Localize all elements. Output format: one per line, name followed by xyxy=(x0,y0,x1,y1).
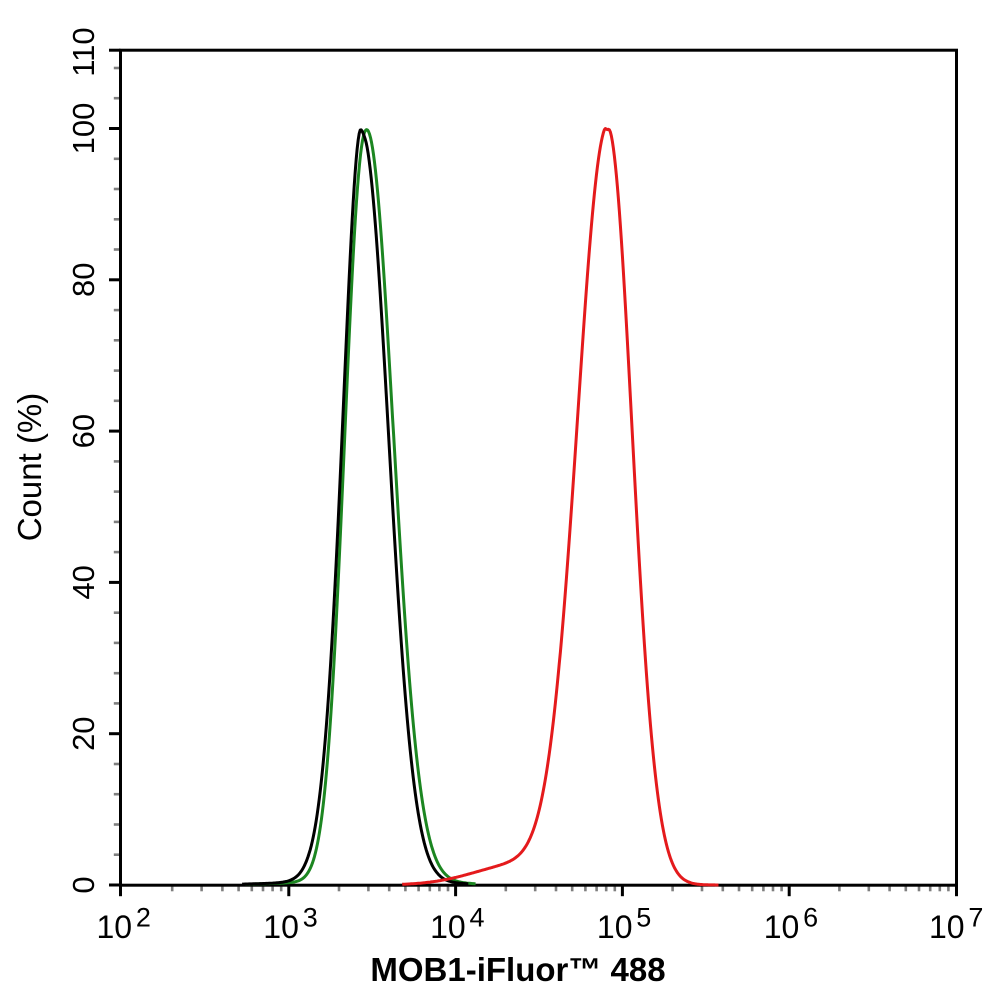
svg-text:10: 10 xyxy=(430,909,466,945)
svg-text:MOB1-iFluor™ 488: MOB1-iFluor™ 488 xyxy=(370,951,665,988)
svg-text:6: 6 xyxy=(803,902,818,932)
svg-text:20: 20 xyxy=(66,716,101,750)
svg-text:4: 4 xyxy=(470,902,485,932)
svg-text:10: 10 xyxy=(764,909,800,945)
svg-text:60: 60 xyxy=(66,414,101,448)
svg-text:10: 10 xyxy=(97,909,133,945)
svg-text:10: 10 xyxy=(597,909,633,945)
svg-text:10: 10 xyxy=(263,909,299,945)
svg-text:10: 10 xyxy=(929,909,965,945)
svg-text:2: 2 xyxy=(136,902,151,932)
svg-text:40: 40 xyxy=(66,565,101,599)
svg-text:80: 80 xyxy=(66,263,101,297)
svg-text:7: 7 xyxy=(968,902,983,932)
svg-text:110: 110 xyxy=(66,27,101,76)
svg-text:100: 100 xyxy=(66,103,101,155)
svg-text:Count (%): Count (%) xyxy=(11,393,48,542)
svg-text:0: 0 xyxy=(66,876,101,893)
svg-text:5: 5 xyxy=(636,902,651,932)
svg-text:3: 3 xyxy=(303,902,318,932)
